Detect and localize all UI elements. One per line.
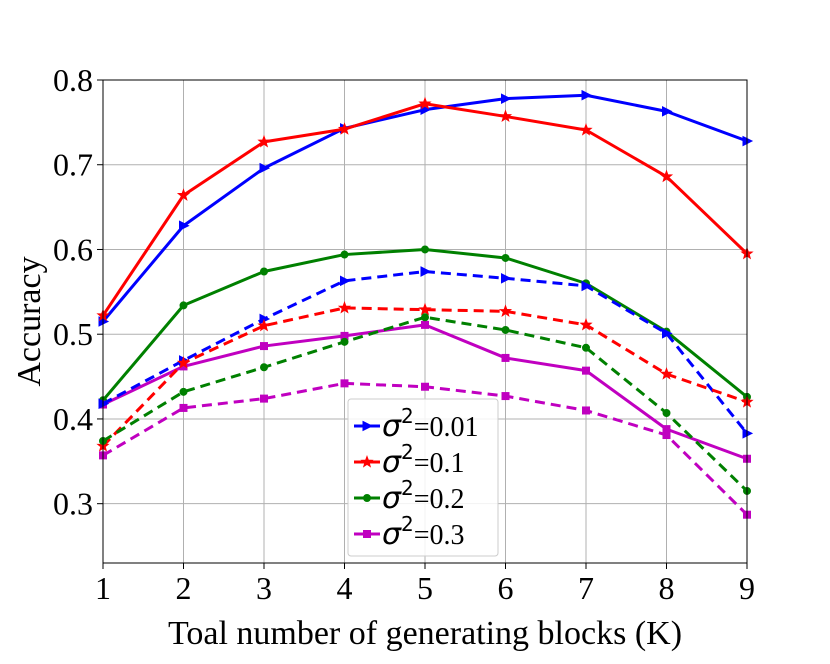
legend-marker	[362, 420, 374, 432]
x-tick-label: 4	[337, 570, 353, 606]
legend-value: =0.3	[414, 520, 465, 551]
legend-value: =0.2	[414, 484, 465, 515]
data-point	[582, 343, 590, 352]
legend-sigma: σ	[382, 445, 402, 480]
x-tick-label: 9	[739, 570, 755, 606]
legend-box	[347, 398, 499, 557]
data-point	[176, 356, 191, 369]
data-point	[579, 123, 593, 136]
legend-label: σ2=0.1	[382, 440, 465, 480]
data-point	[582, 366, 590, 375]
data-point	[257, 134, 271, 148]
data-point	[582, 406, 590, 415]
data-point	[179, 220, 190, 232]
legend-sigma: σ	[382, 409, 402, 444]
data-point	[260, 363, 268, 372]
data-point	[501, 93, 512, 104]
data-point	[421, 245, 429, 254]
data-point	[418, 96, 432, 110]
y-tick-label: 0.6	[53, 231, 93, 267]
data-point	[662, 328, 673, 339]
data-point	[176, 188, 191, 201]
legend-label: σ2=0.2	[382, 476, 465, 516]
legend-sigma: σ	[382, 517, 402, 552]
series-group	[99, 313, 751, 495]
legend-superscript: 2	[401, 476, 414, 500]
data-point	[501, 272, 512, 284]
x-tick-label: 6	[498, 570, 514, 606]
data-point	[340, 275, 351, 287]
y-tick-label: 0.4	[53, 401, 93, 437]
data-point	[420, 266, 432, 277]
x-tick-label: 5	[417, 570, 433, 606]
legend-marker	[360, 455, 374, 468]
data-point	[340, 337, 349, 346]
data-point	[340, 379, 349, 388]
data-point	[662, 431, 671, 440]
data-point	[257, 318, 271, 332]
y-tick-label: 0.3	[53, 486, 93, 522]
axis-ticks: 1 2 3 4 5 6 7 8 9 0.3 0.4 0.5 0.6 0.7 0.8	[53, 62, 755, 606]
legend-superscript: 2	[401, 512, 414, 536]
data-point	[659, 169, 674, 183]
x-tick-label: 1	[95, 570, 111, 606]
data-point	[662, 409, 671, 418]
y-axis-title: Accuracy	[11, 256, 48, 386]
data-point	[340, 250, 349, 259]
legend-superscript: 2	[401, 440, 414, 464]
series-line	[102, 315, 749, 493]
data-point	[501, 392, 510, 401]
data-point	[581, 280, 593, 292]
data-point	[179, 301, 188, 310]
y-tick-label: 0.7	[53, 147, 93, 183]
x-axis-title: Toal number of generating blocks (K)	[168, 615, 682, 652]
data-point	[501, 325, 510, 334]
legend-value: =0.1	[414, 448, 465, 479]
data-point	[260, 394, 268, 403]
data-point	[259, 162, 271, 174]
data-point	[421, 313, 429, 322]
series-line	[101, 306, 748, 448]
data-point	[579, 317, 593, 331]
data-point	[260, 267, 268, 276]
legend-label: σ2=0.3	[382, 512, 465, 552]
data-point	[418, 302, 432, 316]
data-point	[501, 353, 510, 362]
data-point	[498, 109, 513, 123]
legend-marker	[363, 494, 371, 502]
data-point	[662, 106, 673, 117]
series-lines	[96, 89, 754, 519]
data-point	[179, 403, 188, 412]
series-group	[99, 320, 751, 463]
data-point	[659, 367, 674, 380]
data-point	[421, 320, 429, 329]
y-tick-label: 0.8	[53, 62, 93, 98]
legend-sigma: σ	[382, 481, 402, 516]
x-tick-label: 2	[176, 570, 192, 606]
data-point	[421, 382, 429, 391]
x-tick-label: 8	[659, 570, 675, 606]
legend-value: =0.01	[414, 412, 479, 443]
data-point	[337, 122, 352, 135]
x-tick-label: 7	[578, 570, 594, 606]
x-tick-label: 3	[256, 570, 272, 606]
data-point	[179, 387, 188, 396]
data-point	[581, 89, 593, 101]
data-point	[260, 342, 268, 351]
data-point	[337, 301, 352, 314]
data-point	[498, 304, 513, 317]
legend-superscript: 2	[401, 404, 414, 428]
y-tick-label: 0.5	[53, 316, 93, 352]
data-point	[501, 253, 510, 262]
legend-label: σ2=0.01	[382, 404, 479, 444]
legend-marker	[363, 530, 371, 538]
